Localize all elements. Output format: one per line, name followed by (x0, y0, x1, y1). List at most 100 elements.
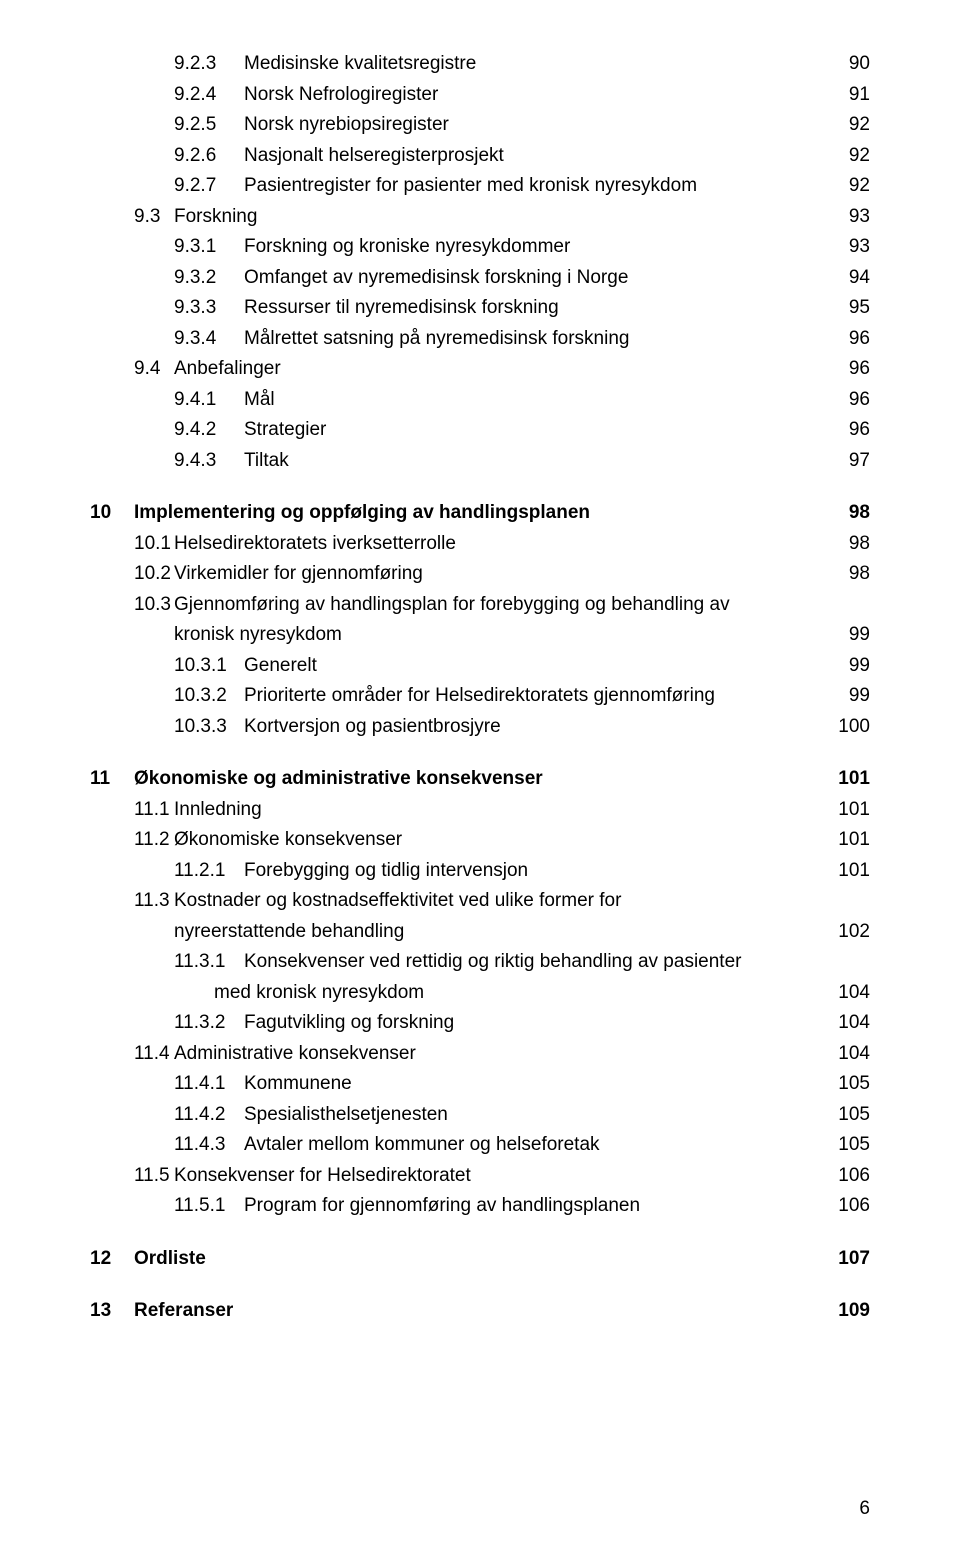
toc-entry-number: 11 (90, 765, 134, 794)
toc-entry-number: 9.4.2 (174, 416, 244, 445)
toc-entry-label: nyreerstattende behandling (174, 918, 830, 947)
toc-entry-label: Kommunene (244, 1070, 830, 1099)
toc-entry: 9.3.4Målrettet satsning på nyremedisinsk… (90, 325, 870, 354)
toc-entry-number: 11.2 (134, 826, 174, 855)
toc-entry-label: Generelt (244, 652, 830, 681)
toc-entry-label: Spesialisthelsetjenesten (244, 1101, 830, 1130)
toc-entry-number: 9.3.1 (174, 233, 244, 262)
toc-entry: 9.2.5Norsk nyrebiopsiregister92 (90, 111, 870, 140)
toc-entry-label: Virkemidler for gjennomføring (174, 560, 830, 589)
toc-entry: 9.2.7Pasientregister for pasienter med k… (90, 172, 870, 201)
toc-entry: 9.4.3Tiltak97 (90, 447, 870, 476)
toc-entry-label: kronisk nyresykdom (174, 621, 830, 650)
toc-entry: 11.2Økonomiske konsekvenser101 (90, 826, 870, 855)
page-number: 6 (859, 1498, 870, 1520)
toc-entry-label: Økonomiske og administrative konsekvense… (134, 765, 830, 794)
toc-entry-number: 11.5.1 (174, 1192, 244, 1221)
toc-entry-page: 104 (830, 979, 870, 1008)
toc-entry-label: Medisinske kvalitetsregistre (244, 50, 830, 79)
toc-entry: 9.3.2Omfanget av nyremedisinsk forskning… (90, 264, 870, 293)
toc-entry-label: Avtaler mellom kommuner og helseforetak (244, 1131, 830, 1160)
toc-entry-number: 12 (90, 1245, 134, 1274)
toc-entry-page: 101 (830, 857, 870, 886)
toc-entry: 10.3.2Prioriterte områder for Helsedirek… (90, 682, 870, 711)
toc-entry-label: Forskning og kroniske nyresykdommer (244, 233, 830, 262)
toc-entry-label: Omfanget av nyremedisinsk forskning i No… (244, 264, 830, 293)
toc-entry-number: 11.1 (134, 796, 174, 825)
toc-entry-number: 9.3.3 (174, 294, 244, 323)
toc-entry-number: 11.5 (134, 1162, 174, 1191)
toc-entry-page: 96 (830, 416, 870, 445)
toc-entry: 9.2.3Medisinske kvalitetsregistre90 (90, 50, 870, 79)
toc-entry-number: 10.3.2 (174, 682, 244, 711)
toc-entry-page: 92 (830, 142, 870, 171)
toc-entry: 9.3.3Ressurser til nyremedisinsk forskni… (90, 294, 870, 323)
toc-entry-label: Referanser (134, 1297, 830, 1326)
toc-entry-number: 9.2.7 (174, 172, 244, 201)
toc-entry-number: 10.2 (134, 560, 174, 589)
toc-entry-label: Implementering og oppfølging av handling… (134, 499, 830, 528)
toc-entry: 10Implementering og oppfølging av handli… (90, 499, 870, 528)
toc-entry-number: 10.3.3 (174, 713, 244, 742)
toc-entry-page: 109 (830, 1297, 870, 1326)
toc-entry-label: Økonomiske konsekvenser (174, 826, 830, 855)
toc-entry: 10.3Gjennomføring av handlingsplan for f… (90, 591, 870, 620)
toc-entry-label: Kortversjon og pasientbrosjyre (244, 713, 830, 742)
toc-entry-label: Forebygging og tidlig intervensjon (244, 857, 830, 886)
toc-entry: med kronisk nyresykdom104 (90, 979, 870, 1008)
toc-entry: 11.4Administrative konsekvenser104 (90, 1040, 870, 1069)
toc-entry-page: 95 (830, 294, 870, 323)
toc-entry-label: med kronisk nyresykdom (214, 979, 830, 1008)
toc-entry: 11Økonomiske og administrative konsekven… (90, 765, 870, 794)
toc-entry: 9.2.6Nasjonalt helseregisterprosjekt92 (90, 142, 870, 171)
toc-entry-label: Norsk nyrebiopsiregister (244, 111, 830, 140)
toc-entry: 11.5Konsekvenser for Helsedirektoratet10… (90, 1162, 870, 1191)
toc-entry: 11.3.1Konsekvenser ved rettidig og rikti… (90, 948, 870, 977)
toc-entry-number: 9.4 (134, 355, 174, 384)
toc-entry-number: 10.3 (134, 591, 174, 620)
toc-entry-page: 93 (830, 233, 870, 262)
toc-entry-label: Mål (244, 386, 830, 415)
toc-entry: 11.3Kostnader og kostnadseffektivitet ve… (90, 887, 870, 916)
toc-entry: 9.4Anbefalinger96 (90, 355, 870, 384)
toc-entry-label: Ressurser til nyremedisinsk forskning (244, 294, 830, 323)
toc-entry: 13Referanser109 (90, 1297, 870, 1326)
toc-entry-page: 98 (830, 499, 870, 528)
toc-entry: 11.2.1Forebygging og tidlig intervensjon… (90, 857, 870, 886)
toc-entry-number: 10.3.1 (174, 652, 244, 681)
toc-entry-page: 90 (830, 50, 870, 79)
toc-entry-label: Innledning (174, 796, 830, 825)
toc-entry: nyreerstattende behandling102 (90, 918, 870, 947)
toc-entry-label: Forskning (174, 203, 830, 232)
toc-entry-number: 11.4.2 (174, 1101, 244, 1130)
toc-entry: 12Ordliste107 (90, 1245, 870, 1274)
toc-entry: 10.1Helsedirektoratets iverksetterrolle9… (90, 530, 870, 559)
toc-entry: kronisk nyresykdom99 (90, 621, 870, 650)
toc-entry-label: Tiltak (244, 447, 830, 476)
toc-entry: 10.3.3Kortversjon og pasientbrosjyre100 (90, 713, 870, 742)
toc-entry-number: 9.4.1 (174, 386, 244, 415)
toc-entry: 9.3.1Forskning og kroniske nyresykdommer… (90, 233, 870, 262)
toc-entry-page: 99 (830, 621, 870, 650)
toc-entry-label: Målrettet satsning på nyremedisinsk fors… (244, 325, 830, 354)
toc-entry: 10.2Virkemidler for gjennomføring98 (90, 560, 870, 589)
toc-entry-number: 11.3.2 (174, 1009, 244, 1038)
toc-entry-number: 11.3.1 (174, 948, 244, 977)
toc-entry-page: 98 (830, 530, 870, 559)
toc-entry-page: 107 (830, 1245, 870, 1274)
toc-entry-page: 101 (830, 765, 870, 794)
toc-entry: 11.3.2Fagutvikling og forskning104 (90, 1009, 870, 1038)
toc-entry-page: 92 (830, 111, 870, 140)
toc-entry-label: Anbefalinger (174, 355, 830, 384)
toc-entry-label: Prioriterte områder for Helsedirektorate… (244, 682, 849, 711)
toc-entry-label: Norsk Nefrologiregister (244, 81, 830, 110)
toc-entry: 11.4.3Avtaler mellom kommuner og helsefo… (90, 1131, 870, 1160)
toc-entry-page: 105 (830, 1101, 870, 1130)
toc-entry-label: Nasjonalt helseregisterprosjekt (244, 142, 830, 171)
toc-entry-page: 92 (830, 172, 870, 201)
toc-entry-page: 99 (830, 652, 870, 681)
toc-entry: 9.4.1Mål96 (90, 386, 870, 415)
toc-entry-page: 105 (830, 1070, 870, 1099)
toc-entry-label: Fagutvikling og forskning (244, 1009, 830, 1038)
toc-entry-label: Helsedirektoratets iverksetterrolle (174, 530, 830, 559)
